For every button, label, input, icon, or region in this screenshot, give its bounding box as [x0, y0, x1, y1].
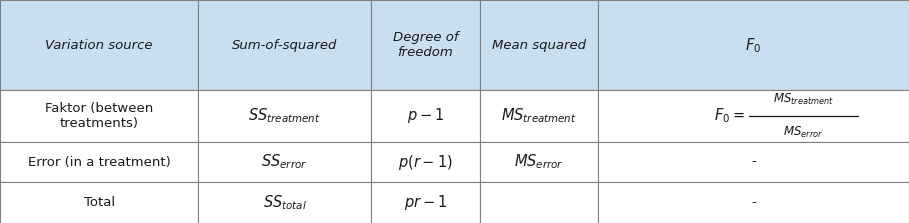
Bar: [598, 0, 909, 90]
Bar: [598, 142, 909, 182]
Text: Error (in a treatment): Error (in a treatment): [27, 155, 171, 169]
Bar: [0, 0, 198, 90]
Bar: [480, 0, 598, 90]
Text: -: -: [751, 155, 756, 169]
Bar: [480, 182, 598, 223]
Text: $\mathit{F}_0$: $\mathit{F}_0$: [745, 36, 762, 54]
Text: $\mathit{pr}-1$: $\mathit{pr}-1$: [404, 193, 447, 212]
Bar: [480, 90, 598, 142]
Text: $\mathit{MS}_{treatment}$: $\mathit{MS}_{treatment}$: [773, 92, 834, 107]
Bar: [598, 182, 909, 223]
Bar: [198, 0, 371, 90]
Bar: [371, 142, 480, 182]
Text: $\mathit{MS}_{treatment}$: $\mathit{MS}_{treatment}$: [501, 107, 577, 125]
Text: Variation source: Variation source: [45, 39, 153, 52]
Bar: [198, 90, 371, 142]
Bar: [371, 0, 480, 90]
Text: Total: Total: [84, 196, 115, 209]
Bar: [198, 142, 371, 182]
Text: Mean squared: Mean squared: [492, 39, 586, 52]
Text: $\mathit{SS}_{error}$: $\mathit{SS}_{error}$: [262, 153, 307, 171]
Text: $\mathit{MS}_{error}$: $\mathit{MS}_{error}$: [514, 153, 564, 171]
Text: $\mathit{p}-1$: $\mathit{p}-1$: [407, 106, 444, 126]
Text: -: -: [751, 196, 756, 209]
Bar: [0, 182, 198, 223]
Text: Faktor (between
treatments): Faktor (between treatments): [45, 102, 154, 130]
Bar: [198, 182, 371, 223]
Text: $\mathit{F}_0=$: $\mathit{F}_0=$: [714, 107, 744, 125]
Text: $\mathit{SS}_{total}$: $\mathit{SS}_{total}$: [263, 193, 306, 212]
Bar: [480, 142, 598, 182]
Bar: [371, 182, 480, 223]
Text: $\mathit{SS}_{treatment}$: $\mathit{SS}_{treatment}$: [248, 107, 321, 125]
Bar: [0, 142, 198, 182]
Text: Sum-of-squared: Sum-of-squared: [232, 39, 337, 52]
Bar: [598, 90, 909, 142]
Text: $\mathit{MS}_{error}$: $\mathit{MS}_{error}$: [784, 125, 824, 140]
Bar: [0, 90, 198, 142]
Text: $\mathit{p}(\mathit{r}-1)$: $\mathit{p}(\mathit{r}-1)$: [398, 153, 453, 171]
Bar: [371, 90, 480, 142]
Text: Degree of
freedom: Degree of freedom: [393, 31, 458, 59]
